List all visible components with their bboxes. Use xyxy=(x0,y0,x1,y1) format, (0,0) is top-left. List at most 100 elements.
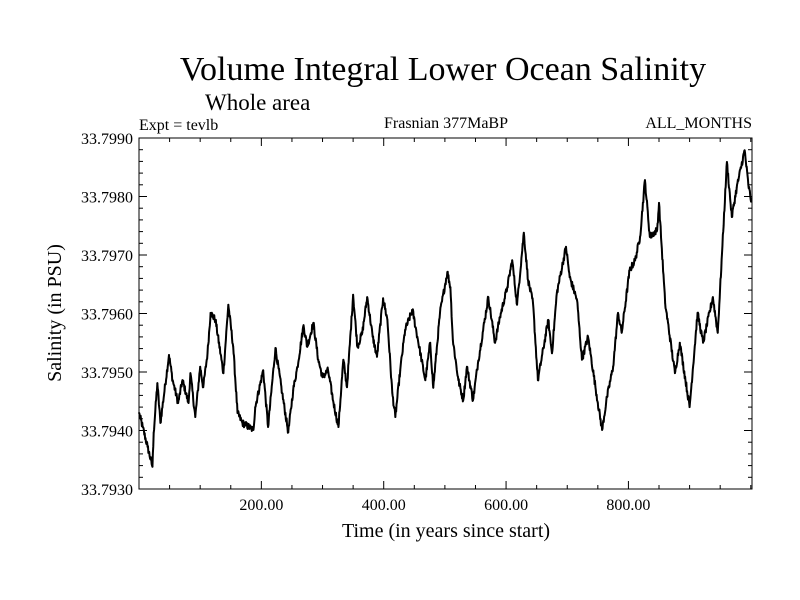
y-tick-label: 33.7950 xyxy=(81,365,133,382)
data-point xyxy=(386,319,389,321)
data-point xyxy=(439,312,441,314)
data-point xyxy=(730,216,733,218)
data-point xyxy=(366,296,369,299)
data-point xyxy=(327,369,329,372)
x-tick-label: 400.00 xyxy=(362,497,406,514)
data-point xyxy=(399,369,402,372)
data-point xyxy=(581,358,583,361)
data-point xyxy=(189,372,192,375)
y-tick-label: 33.7960 xyxy=(81,307,133,324)
data-point xyxy=(214,319,217,321)
data-point xyxy=(361,331,364,334)
data-point xyxy=(457,379,460,382)
data-point xyxy=(688,406,691,408)
annotation-months: ALL_MONTHS xyxy=(645,115,752,132)
data-point xyxy=(199,365,202,368)
data-point xyxy=(617,312,619,314)
data-point xyxy=(462,399,465,401)
y-tick-label: 33.7940 xyxy=(81,424,133,441)
data-point xyxy=(702,341,704,344)
data-point xyxy=(711,296,714,299)
series-group xyxy=(138,149,753,468)
data-point xyxy=(194,416,197,418)
data-point xyxy=(206,352,209,355)
data-point xyxy=(411,309,414,311)
data-point xyxy=(371,336,374,338)
data-point xyxy=(141,426,144,428)
data-point xyxy=(449,286,452,289)
axis-ticks xyxy=(139,137,752,490)
data-point xyxy=(391,392,394,394)
data-point xyxy=(696,312,699,314)
plot-frame xyxy=(138,137,753,490)
y-axis-label: Salinity (in PSU) xyxy=(44,244,66,382)
data-point xyxy=(342,358,345,361)
data-point xyxy=(466,365,468,368)
y-tick-label: 33.7980 xyxy=(81,190,133,207)
data-point xyxy=(644,179,646,182)
y-tick-labels: 33.7930 33.7940 33.7950 33.7960 33.7970 33.79… xyxy=(81,131,133,499)
series-line xyxy=(138,149,753,468)
data-point xyxy=(536,379,539,382)
data-point xyxy=(346,386,348,389)
data-point xyxy=(735,186,738,189)
data-point xyxy=(156,382,159,385)
data-point xyxy=(612,365,615,368)
data-point xyxy=(321,376,324,379)
x-tick-label: 200.00 xyxy=(239,497,283,514)
data-point xyxy=(252,429,255,431)
data-point xyxy=(404,328,407,331)
data-point xyxy=(628,269,631,272)
data-point xyxy=(716,331,719,334)
data-point xyxy=(664,302,667,304)
annotation-experiment: Expt = tevlb xyxy=(139,117,218,134)
data-point xyxy=(376,355,378,358)
data-point xyxy=(352,293,355,296)
data-point xyxy=(424,379,427,382)
data-point xyxy=(674,372,676,375)
data-point xyxy=(743,149,746,152)
data-point xyxy=(747,183,750,186)
data-point xyxy=(516,303,518,306)
data-point xyxy=(267,426,269,428)
data-point xyxy=(152,431,155,434)
data-point xyxy=(292,389,295,392)
data-point xyxy=(171,379,174,382)
data-point xyxy=(726,161,728,163)
data-point xyxy=(332,402,335,404)
y-tick-label: 33.7970 xyxy=(81,248,133,265)
data-point xyxy=(146,445,149,448)
data-point xyxy=(721,252,723,255)
data-point xyxy=(306,345,309,348)
data-point xyxy=(432,386,435,389)
data-point xyxy=(227,303,230,306)
data-point xyxy=(209,312,212,314)
data-point xyxy=(639,235,641,238)
data-point xyxy=(287,431,290,434)
data-point xyxy=(281,392,284,394)
x-tick-label: 600.00 xyxy=(484,497,528,514)
data-point xyxy=(472,399,474,401)
x-tick-labels: 200.00 400.00 600.00 800.00 xyxy=(239,497,650,514)
data-point xyxy=(168,354,170,356)
data-point xyxy=(522,231,525,234)
data-point xyxy=(547,319,550,321)
data-point xyxy=(499,316,501,318)
data-point xyxy=(648,235,651,238)
data-point xyxy=(477,362,479,365)
data-point xyxy=(232,345,235,348)
data-point xyxy=(416,336,419,338)
data-point xyxy=(241,421,244,424)
annotation-period: Frasnian 377MaBP xyxy=(384,115,508,132)
data-point xyxy=(678,341,681,344)
data-point xyxy=(634,259,637,262)
x-tick-label: 800.00 xyxy=(606,497,650,514)
data-point xyxy=(382,297,384,300)
data-point xyxy=(568,276,571,279)
data-point xyxy=(451,338,454,341)
data-point xyxy=(337,426,340,428)
data-point xyxy=(446,271,449,273)
data-point xyxy=(296,365,299,368)
x-axis-label: Time (in years since start) xyxy=(342,520,550,542)
